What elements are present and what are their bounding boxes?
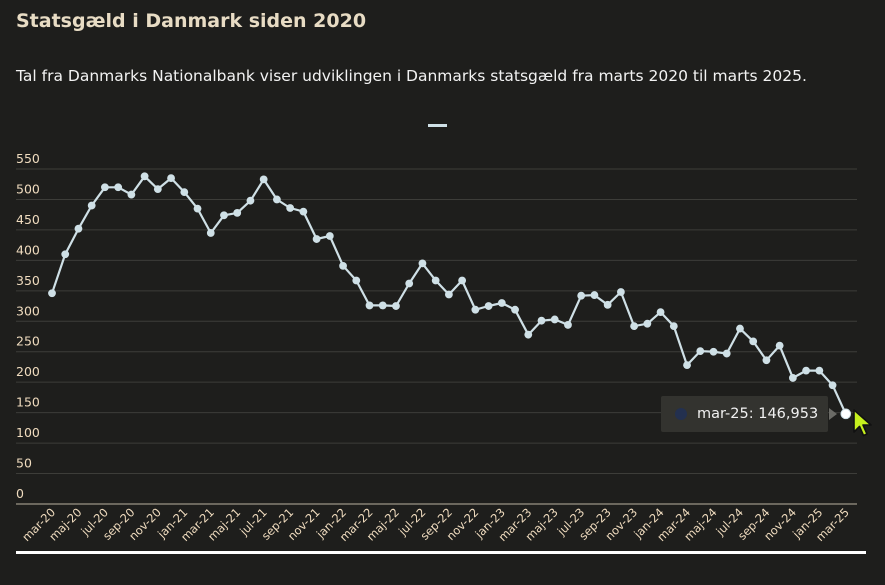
data-point bbox=[418, 259, 427, 268]
data-point bbox=[339, 261, 347, 270]
data-point bbox=[669, 322, 678, 331]
tooltip-arrow bbox=[829, 408, 837, 420]
data-point bbox=[378, 301, 387, 310]
y-tick-label: 0 bbox=[16, 486, 24, 501]
data-point bbox=[762, 356, 771, 365]
data-point bbox=[286, 204, 295, 212]
data-point bbox=[365, 301, 374, 310]
data-point bbox=[431, 276, 440, 285]
y-tick-label: 450 bbox=[16, 212, 40, 227]
data-point bbox=[656, 308, 665, 317]
data-point bbox=[127, 190, 136, 199]
data-point bbox=[643, 319, 652, 328]
data-point bbox=[87, 201, 96, 210]
mouse-pointer-icon bbox=[853, 409, 872, 437]
y-tick-label: 150 bbox=[16, 395, 40, 410]
data-point bbox=[616, 288, 625, 296]
data-point bbox=[603, 300, 612, 309]
data-point bbox=[259, 175, 268, 184]
data-point bbox=[392, 302, 400, 310]
data-point bbox=[709, 347, 718, 356]
data-point bbox=[788, 374, 797, 382]
data-point bbox=[564, 321, 572, 329]
data-point bbox=[840, 408, 852, 420]
data-point bbox=[48, 289, 56, 298]
data-point bbox=[828, 381, 837, 390]
data-point bbox=[220, 211, 228, 220]
legend-series-marker bbox=[428, 124, 447, 127]
data-point bbox=[683, 361, 691, 370]
data-point bbox=[550, 315, 559, 324]
y-tick-label: 50 bbox=[16, 456, 32, 471]
data-point bbox=[405, 279, 414, 288]
data-point bbox=[736, 324, 744, 333]
data-point bbox=[722, 349, 731, 358]
data-point bbox=[511, 305, 519, 314]
data-point bbox=[180, 188, 189, 197]
chart-title: Statsgæld i Danmark siden 2020 bbox=[16, 10, 367, 32]
y-tick-label: 250 bbox=[16, 334, 40, 349]
data-point bbox=[325, 232, 334, 240]
tooltip-text: mar-25: 146,953 bbox=[697, 406, 819, 422]
chart-subtitle: Tal fra Danmarks Nationalbank viser udvi… bbox=[16, 67, 807, 85]
data-point bbox=[497, 299, 506, 307]
data-point bbox=[524, 330, 533, 339]
data-point bbox=[775, 341, 784, 350]
y-tick-label: 500 bbox=[16, 181, 40, 196]
data-point bbox=[749, 337, 758, 346]
data-point bbox=[484, 302, 493, 310]
data-point bbox=[537, 316, 546, 325]
data-point bbox=[167, 174, 175, 183]
data-point bbox=[458, 276, 467, 285]
data-point bbox=[590, 291, 599, 299]
data-point bbox=[815, 366, 824, 375]
data-point bbox=[471, 305, 480, 314]
bottom-rule bbox=[16, 551, 866, 554]
data-point bbox=[246, 196, 255, 205]
data-point bbox=[61, 250, 70, 259]
y-tick-label: 400 bbox=[16, 242, 40, 257]
data-point bbox=[352, 276, 361, 285]
data-point bbox=[74, 224, 83, 233]
y-tick-label: 550 bbox=[16, 151, 40, 166]
data-point bbox=[312, 235, 321, 243]
data-point bbox=[696, 347, 705, 356]
series-color-dot bbox=[675, 408, 687, 420]
data-point bbox=[299, 207, 308, 216]
y-tick-label: 100 bbox=[16, 425, 40, 440]
data-point bbox=[193, 204, 202, 213]
y-tick-label: 300 bbox=[16, 303, 40, 318]
data-point bbox=[140, 172, 149, 181]
y-tick-label: 200 bbox=[16, 364, 40, 379]
data-point bbox=[153, 185, 162, 194]
data-point bbox=[114, 183, 123, 192]
data-point bbox=[101, 183, 109, 192]
data-point bbox=[233, 208, 242, 217]
data-point bbox=[802, 366, 811, 375]
data-point bbox=[206, 229, 215, 237]
y-tick-label: 350 bbox=[16, 273, 40, 288]
data-point bbox=[630, 322, 639, 331]
data-point bbox=[273, 195, 281, 204]
data-tooltip: mar-25: 146,953 bbox=[661, 396, 837, 432]
data-point bbox=[577, 291, 586, 300]
data-point bbox=[445, 290, 453, 299]
